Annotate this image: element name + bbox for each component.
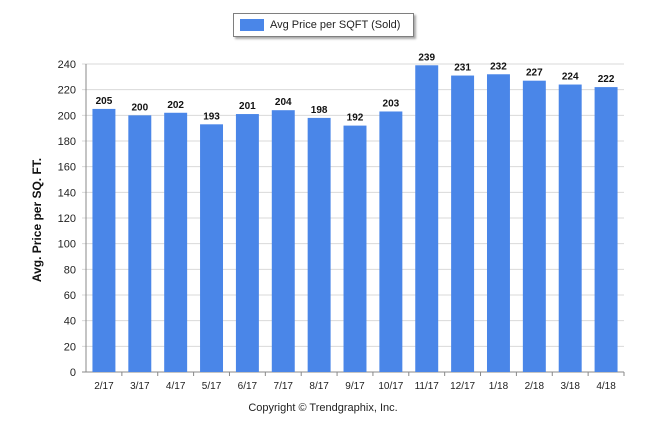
- x-tick-label: 2/18: [525, 381, 545, 392]
- y-tick-label: 180: [58, 136, 76, 148]
- bar: [451, 75, 475, 373]
- x-tick-label: 4/17: [166, 381, 186, 392]
- x-tick-label: 3/17: [130, 381, 150, 392]
- x-tick-label: 10/17: [378, 381, 403, 392]
- y-tick-label: 60: [64, 290, 76, 302]
- bar: [200, 124, 224, 372]
- y-tick-label: 80: [64, 264, 76, 276]
- data-label: 205: [96, 96, 113, 107]
- x-tick-label: 6/17: [238, 381, 258, 392]
- y-tick-label: 40: [64, 316, 76, 328]
- data-label: 192: [347, 113, 364, 124]
- bar: [92, 108, 116, 373]
- data-label: 227: [526, 68, 543, 79]
- x-tick-label: 5/17: [202, 381, 222, 392]
- y-tick-label: 20: [64, 341, 76, 353]
- bar: [415, 65, 439, 373]
- chart-legend: Avg Price per SQFT (Sold): [233, 13, 414, 37]
- data-label: 202: [167, 100, 184, 111]
- data-label: 204: [275, 97, 292, 108]
- y-tick-label: 200: [58, 110, 76, 122]
- data-label: 198: [311, 105, 328, 116]
- data-label: 201: [239, 101, 256, 112]
- x-tick-label: 8/17: [309, 381, 329, 392]
- bar: [307, 117, 331, 373]
- data-label: 193: [203, 111, 220, 122]
- copyright-footer: Copyright © Trendgraphix, Inc.: [248, 402, 398, 414]
- bar: [128, 115, 152, 372]
- x-tick-label: 9/17: [345, 381, 365, 392]
- data-label: 203: [383, 98, 400, 109]
- x-tick-label: 12/17: [450, 381, 475, 392]
- bar: [164, 112, 188, 373]
- bar: [343, 125, 367, 372]
- y-tick-label: 100: [58, 239, 76, 251]
- data-label: 231: [454, 63, 471, 74]
- data-label: 200: [131, 102, 148, 113]
- bar: [558, 84, 582, 373]
- bar-chart: 0 20 40 60 80 100 120 140 160 180 200 220 240 205 2/17…: [58, 52, 625, 392]
- bar: [271, 110, 295, 372]
- x-tick-label: 1/18: [489, 381, 509, 392]
- data-label: 232: [490, 61, 507, 72]
- y-tick-label: 240: [58, 59, 76, 71]
- legend-label: Avg Price per SQFT (Sold): [270, 19, 401, 31]
- bar: [522, 80, 546, 372]
- x-tick-label: 2/17: [94, 381, 114, 392]
- y-tick-label: 220: [58, 85, 76, 97]
- bar: [594, 87, 618, 372]
- data-label: 239: [418, 52, 435, 63]
- y-axis-title: Avg. Price per SQ. FT.: [30, 157, 44, 283]
- y-tick-label: 0: [70, 367, 76, 379]
- legend-swatch: [240, 19, 264, 31]
- x-tick-label: 11/17: [415, 381, 440, 392]
- x-tick-label: 3/18: [560, 381, 580, 392]
- bar: [235, 114, 259, 373]
- y-tick-label: 160: [58, 162, 76, 174]
- data-label: 222: [598, 74, 615, 85]
- data-label: 224: [562, 72, 579, 83]
- x-tick-label: 7/17: [274, 381, 294, 392]
- x-tick-label: 4/18: [596, 381, 616, 392]
- y-tick-label: 140: [58, 187, 76, 199]
- bar: [379, 111, 403, 372]
- bar: [486, 74, 510, 373]
- y-tick-label: 120: [58, 213, 76, 225]
